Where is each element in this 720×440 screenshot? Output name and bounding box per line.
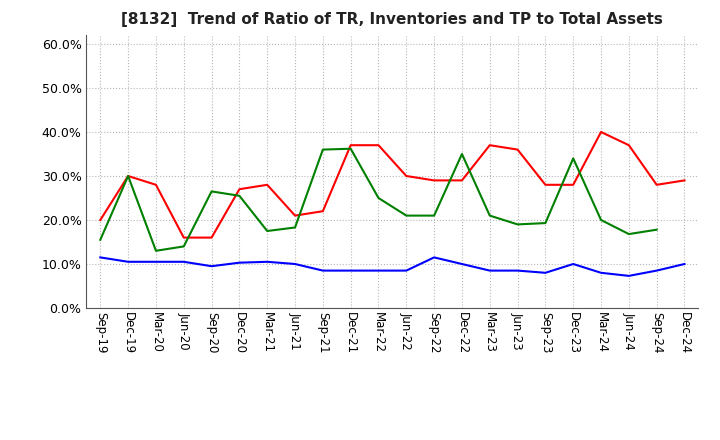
Inventories bbox=[346, 268, 355, 273]
Trade Payables bbox=[96, 237, 104, 242]
Trade Receivables bbox=[179, 235, 188, 240]
Trade Payables bbox=[124, 173, 132, 179]
Trade Payables bbox=[541, 220, 550, 226]
Trade Receivables bbox=[291, 213, 300, 218]
Inventories bbox=[96, 255, 104, 260]
Inventories bbox=[597, 270, 606, 275]
Trade Payables bbox=[179, 244, 188, 249]
Inventories bbox=[263, 259, 271, 264]
Trade Receivables bbox=[235, 187, 243, 192]
Trade Payables bbox=[263, 228, 271, 234]
Trade Receivables bbox=[152, 182, 161, 187]
Trade Payables bbox=[291, 225, 300, 230]
Trade Payables bbox=[458, 151, 467, 157]
Trade Receivables bbox=[652, 182, 661, 187]
Line: Trade Payables: Trade Payables bbox=[100, 149, 657, 251]
Trade Receivables bbox=[569, 182, 577, 187]
Title: [8132]  Trend of Ratio of TR, Inventories and TP to Total Assets: [8132] Trend of Ratio of TR, Inventories… bbox=[122, 12, 663, 27]
Trade Receivables bbox=[485, 143, 494, 148]
Line: Trade Receivables: Trade Receivables bbox=[100, 132, 685, 238]
Inventories bbox=[291, 261, 300, 267]
Inventories bbox=[402, 268, 410, 273]
Trade Payables bbox=[597, 217, 606, 223]
Trade Receivables bbox=[624, 143, 633, 148]
Trade Payables bbox=[346, 146, 355, 151]
Trade Payables bbox=[402, 213, 410, 218]
Trade Receivables bbox=[430, 178, 438, 183]
Trade Receivables bbox=[374, 143, 383, 148]
Inventories bbox=[374, 268, 383, 273]
Inventories bbox=[235, 260, 243, 265]
Inventories bbox=[318, 268, 327, 273]
Trade Payables bbox=[235, 193, 243, 198]
Inventories bbox=[485, 268, 494, 273]
Trade Receivables bbox=[541, 182, 550, 187]
Inventories bbox=[458, 261, 467, 267]
Trade Receivables bbox=[680, 178, 689, 183]
Inventories bbox=[680, 261, 689, 267]
Inventories bbox=[541, 270, 550, 275]
Trade Receivables bbox=[458, 178, 467, 183]
Trade Payables bbox=[318, 147, 327, 152]
Trade Receivables bbox=[402, 173, 410, 179]
Inventories bbox=[513, 268, 522, 273]
Inventories bbox=[179, 259, 188, 264]
Trade Receivables bbox=[346, 143, 355, 148]
Trade Receivables bbox=[263, 182, 271, 187]
Trade Payables bbox=[485, 213, 494, 218]
Inventories bbox=[430, 255, 438, 260]
Inventories bbox=[207, 264, 216, 269]
Trade Receivables bbox=[597, 129, 606, 135]
Inventories bbox=[569, 261, 577, 267]
Trade Payables bbox=[152, 248, 161, 253]
Trade Payables bbox=[374, 195, 383, 201]
Trade Receivables bbox=[318, 209, 327, 214]
Inventories bbox=[624, 273, 633, 279]
Trade Payables bbox=[513, 222, 522, 227]
Trade Receivables bbox=[124, 173, 132, 179]
Trade Receivables bbox=[207, 235, 216, 240]
Trade Receivables bbox=[96, 217, 104, 223]
Trade Payables bbox=[569, 156, 577, 161]
Trade Payables bbox=[430, 213, 438, 218]
Line: Inventories: Inventories bbox=[100, 257, 685, 276]
Trade Payables bbox=[207, 189, 216, 194]
Trade Payables bbox=[624, 231, 633, 237]
Trade Payables bbox=[652, 227, 661, 232]
Inventories bbox=[124, 259, 132, 264]
Inventories bbox=[152, 259, 161, 264]
Inventories bbox=[652, 268, 661, 273]
Trade Receivables bbox=[513, 147, 522, 152]
